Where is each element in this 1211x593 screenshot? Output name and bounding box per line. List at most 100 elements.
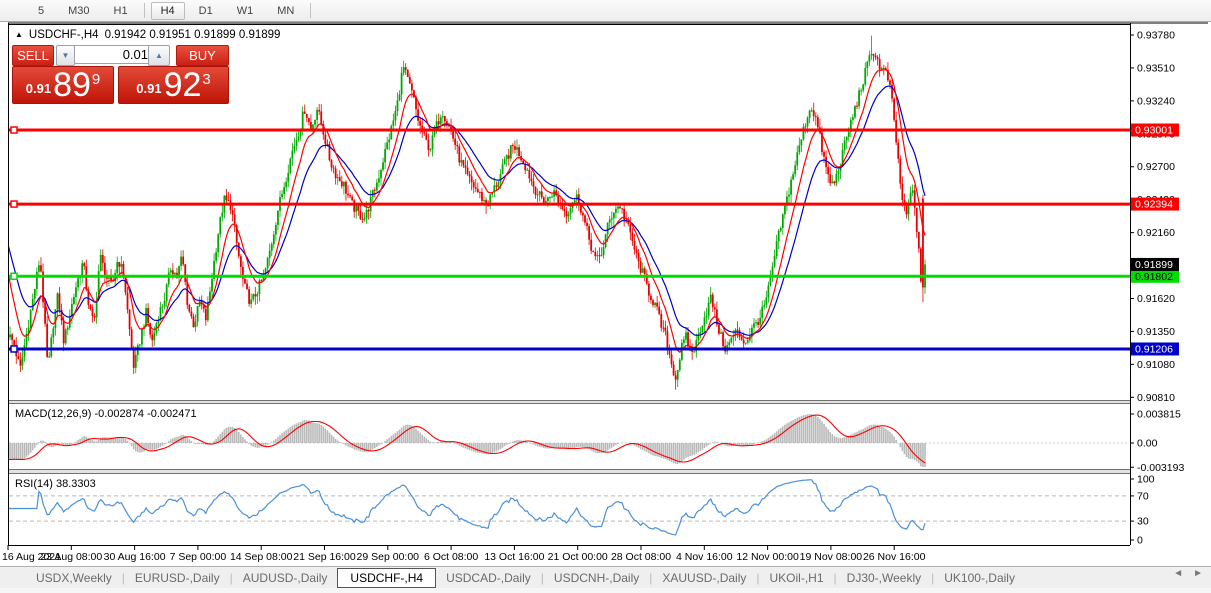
- tab-xauusd-daily[interactable]: XAUUSD-,Daily: [662, 570, 747, 585]
- ma-fast-line: [9, 69, 926, 353]
- buy-button[interactable]: BUY: [176, 45, 229, 66]
- svg-text:0: 0: [1137, 535, 1143, 547]
- horizontal-line-0.91206[interactable]: [9, 345, 1130, 353]
- date-label: 7 Sep 00:00: [170, 551, 227, 563]
- date-label: 13 Oct 16:00: [484, 551, 544, 563]
- chart-ohlc: 0.91942 0.91951 0.91899 0.91899: [104, 29, 281, 41]
- tabs-scroll-buttons: ◄ ►: [1173, 568, 1203, 579]
- date-label: 19 Nov 08:00: [800, 551, 863, 563]
- chart-title: USDCHF-,H4: [28, 29, 99, 41]
- macd-label: MACD(12,26,9) -0.002874 -0.002471: [15, 408, 197, 420]
- volume-decrease-button[interactable]: ▼: [56, 45, 75, 66]
- current-price-label: 0.91899: [1131, 257, 1179, 271]
- svg-text:0.91899: 0.91899: [1135, 259, 1173, 271]
- svg-text:0.91350: 0.91350: [1137, 326, 1175, 338]
- svg-text:0.91620: 0.91620: [1137, 293, 1175, 305]
- svg-text:0.92394: 0.92394: [1135, 199, 1173, 211]
- price-label-0.93001: 0.93001: [1131, 123, 1179, 137]
- timeframe-button-5[interactable]: 5: [38, 4, 45, 17]
- timeframe-button-h1[interactable]: H1: [113, 4, 128, 17]
- svg-text:-0.003193: -0.003193: [1137, 462, 1184, 474]
- date-label: 26 Nov 16:00: [863, 551, 926, 563]
- svg-text:0.92160: 0.92160: [1137, 227, 1175, 239]
- macd-histogram: [9, 414, 1129, 467]
- volume-input[interactable]: [74, 45, 153, 64]
- svg-text:0.93240: 0.93240: [1137, 95, 1175, 107]
- timeframe-button-h4[interactable]: H4: [150, 1, 185, 20]
- tab-separator: |: [649, 570, 653, 585]
- svg-text:0.93001: 0.93001: [1135, 125, 1173, 137]
- tab-ukoil-h1[interactable]: UKOil-,H1: [769, 570, 824, 585]
- spin-up-icon: ▲: [155, 51, 163, 60]
- date-label: 29 Sep 00:00: [357, 551, 420, 563]
- date-label: 16 Aug 2021: [2, 551, 61, 563]
- timeframe-toolbar: 5 M30 H1 H4 D1 W1 MN: [0, 0, 1211, 22]
- svg-text:0.91080: 0.91080: [1137, 359, 1175, 371]
- svg-text:0.93780: 0.93780: [1137, 30, 1175, 42]
- buy-price-big: 92: [163, 66, 202, 104]
- tab-usdcnh-daily[interactable]: USDCNH-,Daily: [553, 570, 640, 585]
- price-label-0.91802: 0.91802: [1131, 269, 1179, 283]
- timeframe-button-d1[interactable]: D1: [198, 4, 213, 17]
- tab-separator: |: [540, 570, 544, 585]
- timeframe-button-mn[interactable]: MN: [277, 4, 295, 17]
- sell-price-sup: 9: [91, 71, 101, 88]
- timeframe-button-w1[interactable]: W1: [236, 4, 254, 17]
- rsi-layer: [9, 479, 1129, 536]
- price-label-0.92394: 0.92394: [1131, 197, 1179, 211]
- horizontal-line-0.93001[interactable]: [9, 126, 1130, 134]
- tab-separator: |: [931, 570, 935, 585]
- tab-usdx-weekly[interactable]: USDX,Weekly: [36, 570, 112, 585]
- horizontal-line-0.91802[interactable]: [9, 272, 1130, 281]
- tab-dj30-weekly[interactable]: DJ30-,Weekly: [846, 570, 922, 585]
- status-strip: [0, 588, 1211, 593]
- price-label-0.91206: 0.91206: [1131, 342, 1179, 356]
- tab-audusd-daily[interactable]: AUDUSD-,Daily: [242, 570, 328, 585]
- collapse-panel-icon[interactable]: ▲: [15, 29, 23, 39]
- sell-button[interactable]: SELL: [12, 45, 54, 66]
- svg-text:70: 70: [1137, 490, 1149, 502]
- svg-text:30: 30: [1137, 516, 1149, 528]
- horizontal-line-0.92394[interactable]: [9, 200, 1130, 208]
- date-label: 4 Nov 16:00: [676, 551, 733, 563]
- svg-text:0.90810: 0.90810: [1137, 392, 1175, 404]
- tab-separator: |: [229, 570, 233, 585]
- sell-price-button[interactable]: 0.91 89 9: [12, 66, 114, 104]
- svg-text:0.003815: 0.003815: [1137, 409, 1181, 421]
- toolbar-separator: [310, 3, 312, 18]
- rsi-label: RSI(14) 38.3303: [15, 478, 96, 490]
- volume-increase-button[interactable]: ▲: [148, 45, 170, 66]
- buy-price-prefix: 0.91: [136, 81, 162, 96]
- buy-price-button[interactable]: 0.91 92 3: [118, 66, 229, 104]
- sell-price-prefix: 0.91: [25, 81, 52, 96]
- toolbar-separator: [143, 3, 145, 18]
- svg-text:0.92700: 0.92700: [1137, 161, 1175, 173]
- date-label: 6 Oct 08:00: [424, 551, 478, 563]
- timeframe-button-m30[interactable]: M30: [68, 4, 90, 17]
- date-label: 14 Sep 08:00: [230, 551, 293, 563]
- spin-down-icon: ▼: [61, 51, 70, 60]
- tabs-scroll-left-button[interactable]: ◄: [1173, 568, 1184, 579]
- tab-usdcad-daily[interactable]: USDCAD-,Daily: [446, 570, 531, 585]
- tab-separator: |: [833, 570, 837, 585]
- svg-text:0.91802: 0.91802: [1135, 271, 1173, 283]
- tabs-scroll-right-button[interactable]: ►: [1193, 568, 1203, 579]
- date-label: 23 Aug 08:00: [40, 551, 102, 563]
- date-label: 21 Sep 16:00: [293, 551, 356, 563]
- buy-price-sup: 3: [202, 71, 211, 88]
- tab-usdchf-h4[interactable]: USDCHF-,H4: [337, 567, 437, 588]
- chart-tabs: USDX,Weekly | EURUSD-,Daily | AUDUSD-,Daily U…: [0, 566, 1211, 588]
- tab-eurusd-daily[interactable]: EURUSD-,Daily: [134, 570, 220, 585]
- svg-text:0.00: 0.00: [1137, 438, 1158, 450]
- date-label: 28 Oct 08:00: [611, 551, 671, 563]
- svg-text:100: 100: [1137, 474, 1155, 486]
- sell-price-big: 89: [53, 66, 91, 104]
- tab-uk100-daily[interactable]: UK100-,Daily: [944, 570, 1015, 585]
- date-label: 12 Nov 00:00: [736, 551, 799, 563]
- tab-separator: |: [121, 570, 125, 585]
- svg-text:0.93510: 0.93510: [1137, 62, 1175, 74]
- tab-separator: |: [756, 570, 760, 585]
- ma-slow-line: [9, 85, 926, 336]
